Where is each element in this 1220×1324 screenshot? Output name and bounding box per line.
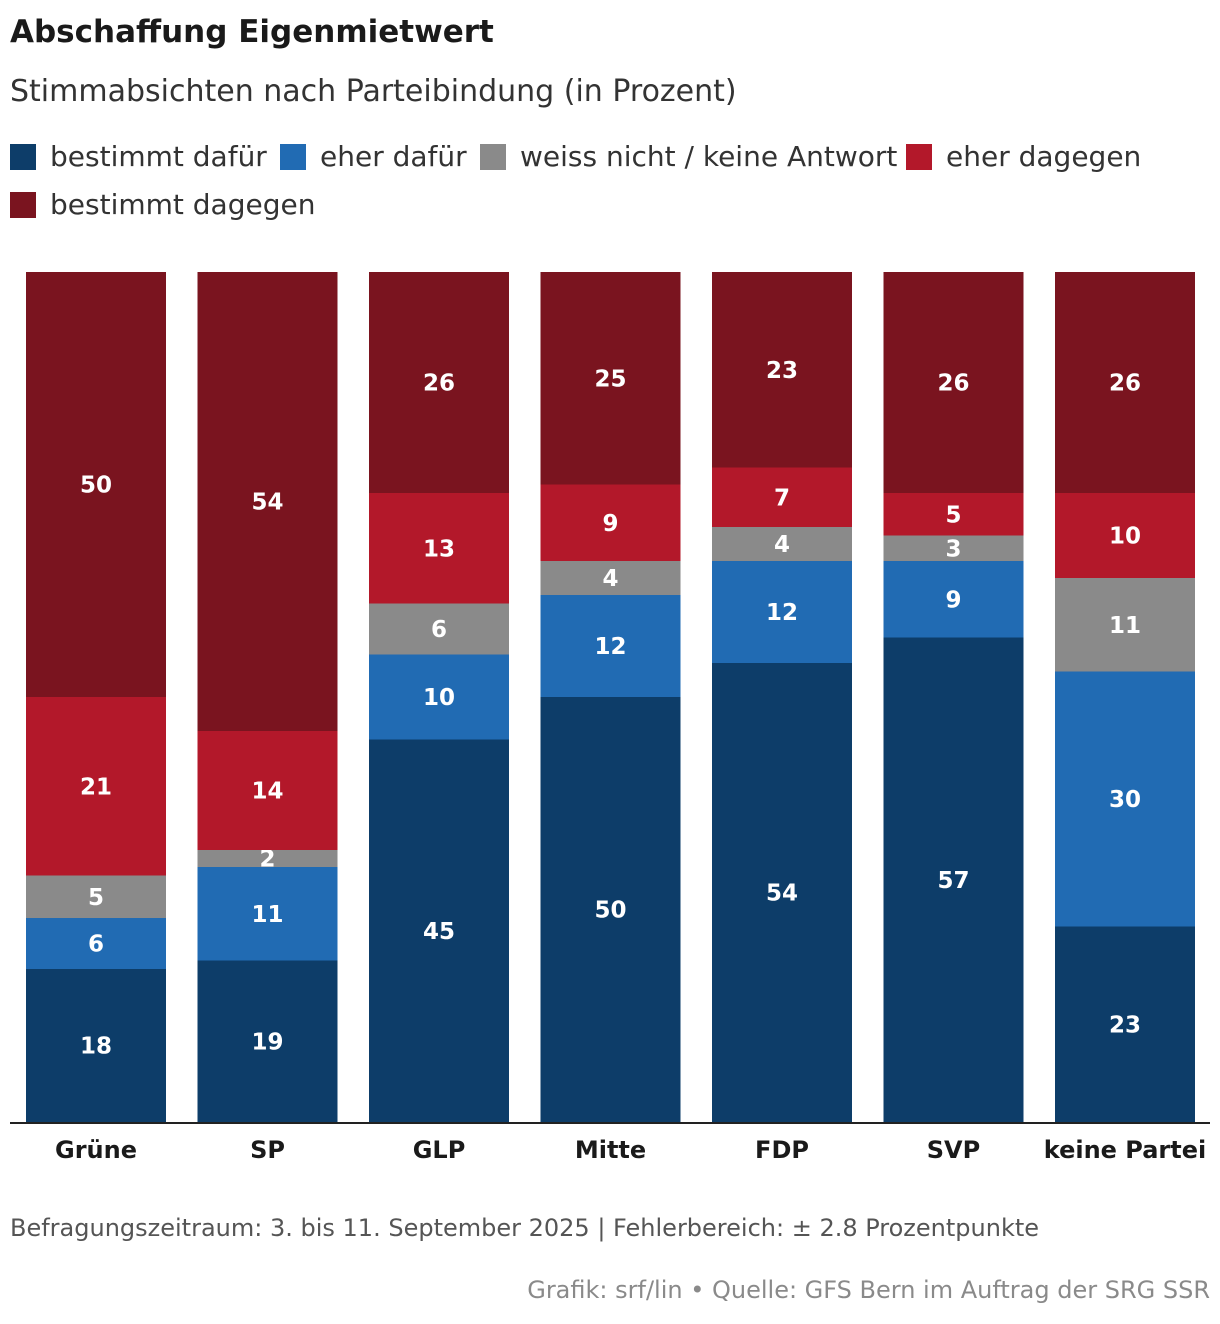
data-label: 45 <box>423 919 455 945</box>
bar-segment <box>26 697 166 876</box>
x-tick-label: keine Partei <box>1044 1136 1207 1164</box>
x-tick-label: FDP <box>755 1136 809 1164</box>
stacked-bar-chart: 18652150Grüne191121454SP451061326GLP5012… <box>10 272 1210 1164</box>
data-label: 9 <box>602 511 618 537</box>
data-label: 26 <box>423 371 455 397</box>
x-tick-label: Grüne <box>55 1136 137 1164</box>
bar-segment <box>883 637 1024 1122</box>
bar-segment <box>369 493 509 604</box>
bar-segment <box>369 654 509 740</box>
bar-segment <box>540 561 681 595</box>
data-label: 12 <box>766 600 798 626</box>
bar-segment <box>712 467 852 527</box>
bar-segment <box>883 493 1024 536</box>
chart-subtitle: Stimmabsichten nach Parteibindung (in Pr… <box>10 74 737 109</box>
data-label: 26 <box>937 371 969 397</box>
bar-segment <box>883 535 1024 561</box>
legend-item-bestimmt-dafuer: bestimmt dafür <box>10 140 267 173</box>
bar-segment <box>1055 493 1195 578</box>
data-label: 30 <box>1109 787 1141 813</box>
data-label: 5 <box>88 885 104 911</box>
x-tick-label: SP <box>250 1136 285 1164</box>
data-label: 57 <box>937 868 969 894</box>
bar-segment <box>197 960 338 1122</box>
data-label: 4 <box>602 566 618 592</box>
footnote: Befragungszeitraum: 3. bis 11. September… <box>10 1214 1040 1242</box>
bar-segment <box>883 561 1024 638</box>
bar-segment <box>369 603 509 655</box>
x-tick-label: SVP <box>927 1136 980 1164</box>
legend-swatch <box>906 143 932 170</box>
bar-segment <box>1055 671 1195 927</box>
data-label: 19 <box>251 1029 283 1055</box>
bar-segment <box>26 875 166 918</box>
data-label: 12 <box>594 634 626 660</box>
bar-segment <box>883 272 1024 493</box>
legend-item-eher-dagegen: eher dagegen <box>906 140 1141 173</box>
bar-segment <box>712 561 852 663</box>
bar-segment <box>1055 926 1195 1122</box>
legend-swatch <box>480 143 506 170</box>
legend-label: eher dafür <box>320 140 467 173</box>
data-label: 23 <box>766 358 798 384</box>
bar-segment <box>369 739 509 1122</box>
legend-swatch <box>10 143 36 170</box>
data-label: 13 <box>423 536 455 562</box>
data-label: 4 <box>774 532 790 558</box>
data-label: 5 <box>945 502 961 528</box>
bar-segment <box>540 272 681 485</box>
data-label: 9 <box>945 587 961 613</box>
bar-segment <box>369 272 509 493</box>
x-tick-label: Mitte <box>575 1136 646 1164</box>
bar-segment <box>712 527 852 561</box>
bar-segment <box>1055 272 1195 493</box>
legend-item-bestimmt-dagegen: bestimmt dagegen <box>10 188 315 221</box>
source-credit: Grafik: srf/lin • Quelle: GFS Bern im Au… <box>527 1276 1210 1304</box>
legend-item-weiss-nicht: weiss nicht / keine Antwort <box>480 140 897 173</box>
legend-label: bestimmt dagegen <box>50 188 316 221</box>
bar-segment <box>712 272 852 468</box>
data-label: 18 <box>80 1034 112 1060</box>
data-label: 14 <box>251 779 283 805</box>
chart-title: Abschaffung Eigenmietwert <box>10 14 494 50</box>
data-label: 50 <box>80 473 112 499</box>
bar-segment <box>26 969 166 1122</box>
legend-label: weiss nicht / keine Antwort <box>520 140 898 173</box>
data-label: 6 <box>431 617 447 643</box>
data-label: 3 <box>945 536 961 562</box>
legend-item-eher-dafuer: eher dafür <box>280 140 467 173</box>
data-label: 11 <box>1109 613 1141 639</box>
data-label: 11 <box>251 902 283 928</box>
data-label: 7 <box>774 485 790 511</box>
bar-segment <box>712 663 852 1122</box>
bar-segment <box>197 731 338 850</box>
bar-segment <box>197 850 338 867</box>
legend-label: eher dagegen <box>946 140 1142 173</box>
bar-segment <box>197 272 338 731</box>
bar-segment <box>26 918 166 969</box>
legend-swatch <box>280 143 306 170</box>
bar-segment <box>540 484 681 561</box>
x-tick-label: GLP <box>413 1136 466 1164</box>
data-label: 50 <box>594 898 626 924</box>
data-label: 10 <box>1109 524 1141 550</box>
data-label: 25 <box>594 366 626 392</box>
data-label: 2 <box>259 847 275 873</box>
bar-segment <box>540 595 681 697</box>
data-label: 10 <box>423 685 455 711</box>
bar-segment <box>540 697 681 1122</box>
bar-segment <box>26 272 166 697</box>
data-label: 26 <box>1109 371 1141 397</box>
data-label: 21 <box>80 774 112 800</box>
data-label: 6 <box>88 932 104 958</box>
legend-label: bestimmt dafür <box>50 140 267 173</box>
legend-swatch <box>10 191 36 218</box>
bar-segment <box>1055 578 1195 672</box>
data-label: 54 <box>766 881 798 907</box>
data-label: 54 <box>251 490 283 516</box>
bar-segment <box>197 867 338 961</box>
data-label: 23 <box>1109 1012 1141 1038</box>
